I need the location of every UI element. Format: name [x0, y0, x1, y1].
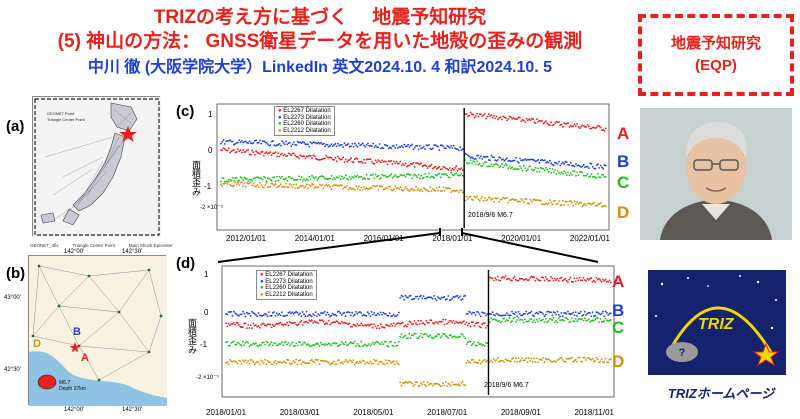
map-b-quake-kind: Depth 37km — [59, 386, 86, 392]
chart-d-annotation: 2018/9/6 M6.7 — [484, 382, 529, 389]
chart-c-legend-c: ● EL2260 Dilatation — [278, 121, 331, 127]
map-b-top-tick-2: 142°30' — [122, 249, 143, 255]
chart-c-ytick-m2: -2 ×10⁻⁵ — [200, 205, 223, 211]
map-b-label-a: A — [81, 352, 89, 364]
chart-c-xtick-1: 2012/01/01 — [226, 234, 267, 243]
chart-d-xticks: 2018/01/01 2018/03/01 2018/05/01 2018/07… — [206, 408, 614, 417]
chart-d-legend-b: ● EL2273 Dilatation — [260, 278, 313, 285]
chart-d-legend-a: ● EL2267 Dilatation — [260, 272, 313, 278]
chart-c-xtick-5: 2020/01/01 — [501, 234, 542, 243]
map-b-legend-center: Triangle Center Point — [72, 243, 115, 248]
map-b-legend-epicenter: Main Shock Epicenter — [128, 243, 173, 248]
chart-c-xticks: 2012/01/01 2014/01/01 2016/01/01 2018/01… — [226, 234, 610, 243]
triz-logo[interactable]: ? TRIZ — [648, 270, 786, 375]
map-b-legend-geonet: GEONET_4fix — [30, 243, 59, 248]
chart-d-ytick-m2: -2 ×10⁻⁵ — [196, 375, 219, 381]
map-b-quake-mag: M6.7 — [59, 380, 71, 386]
map-b-left-tick-2: 42°30' — [4, 367, 21, 373]
chart-c-letter-b: B — [617, 152, 630, 171]
chart-d-letter-b: B — [612, 301, 625, 320]
chart-c-letter-c: C — [617, 173, 630, 192]
chart-c-ytick-0: 0 — [208, 146, 213, 155]
author-line: 中川 徹 (大阪学院大学）LinkedIn 英文2024.10. 4 和訳202… — [87, 59, 553, 76]
chart-d-xtick-3: 2018/05/01 — [353, 408, 394, 417]
chart-d-xtick-2: 2018/03/01 — [279, 408, 320, 417]
chart-d-ytick-0: 0 — [204, 308, 209, 317]
chart-c-xtick-2: 2014/01/01 — [294, 234, 335, 243]
chart-c-legend-b: ● EL2273 Dilatation — [278, 114, 331, 121]
chart-d-legend-d: ● EL2212 Dilatation — [260, 291, 313, 298]
panel-label-d: (d) — [176, 255, 196, 272]
chart-c-legend: ● EL2267 Dilatation ● EL2273 Dilatation … — [274, 106, 335, 136]
map-b-label-d: D — [33, 338, 41, 350]
chart-c-ylabel: 面積歪み — [191, 160, 201, 196]
japan-map-graphic — [33, 97, 161, 237]
hokkaido-map-graphic — [29, 256, 167, 406]
chart-d-xtick-4: 2018/07/01 — [427, 408, 468, 417]
chart-c-ytick-1: 1 — [208, 110, 213, 119]
map-a-legend: GEONET Point Triangle Center Point — [47, 111, 85, 123]
chart-d-ytick-m1: -1 — [200, 340, 208, 349]
chart-c-letter-d: D — [617, 203, 630, 222]
eqp-badge[interactable]: 地震予知研究 (EQP) — [638, 14, 794, 96]
chart-c-xtick-6: 2022/01/01 — [569, 234, 610, 243]
panel-label-a: (a) — [6, 118, 25, 135]
map-b-legend: GEONET_4fix Triangle Center Point Main S… — [30, 243, 173, 248]
map-a-legend-geonet: GEONET Point — [47, 111, 75, 116]
chart-c-legend-d: ● EL2212 Dilatation — [278, 127, 331, 134]
chart-c-xtick-4: 2018/01/01 — [432, 234, 473, 243]
map-hokkaido-triangles: B A D M6.7 Depth 37km — [28, 255, 167, 406]
chart-d-ytick-1: 1 — [204, 270, 209, 279]
chart-d-letter-d: D — [612, 352, 625, 371]
chart-c-letter-a: A — [617, 124, 630, 143]
title-line-1: TRIZの考え方に基づく 地震予知研究 — [153, 7, 487, 28]
map-b-left-tick-1: 43°00' — [4, 295, 21, 301]
triz-logo-text: TRIZ — [698, 316, 734, 333]
svg-text:?: ? — [679, 347, 686, 359]
eqp-badge-line-2: (EQP) — [695, 57, 737, 74]
chart-d-letter-c: C — [612, 318, 625, 337]
author-photo — [640, 108, 792, 240]
chart-d-xtick-6: 2018/11/01 — [574, 408, 614, 417]
chart-d-legend-c: ● EL2260 Dilatation — [260, 285, 313, 291]
chart-d-xtick-1: 2018/01/01 — [206, 408, 247, 417]
chart-c-annotation: 2018/9/6 M6.7 — [468, 212, 513, 219]
triz-homepage-link[interactable]: TRIZホームページ — [667, 386, 775, 401]
map-b-top-tick-1: 142°00' — [64, 249, 85, 255]
strain-point-cloud — [225, 275, 612, 388]
map-b-bottom-tick-2: 142°30' — [122, 407, 143, 413]
chart-d-legend: ● EL2267 Dilatation ● EL2273 Dilatation … — [256, 270, 317, 300]
eqp-badge-line-1: 地震予知研究 — [670, 35, 761, 52]
chart-d-ylabel: 面積歪み — [187, 318, 197, 354]
chart-c-xtick-3: 2016/01/01 — [363, 234, 404, 243]
portrait-graphic — [640, 108, 792, 240]
triz-logo-graphic: ? — [648, 270, 786, 375]
map-b-quake-label: M6.7 Depth 37km — [59, 380, 86, 392]
map-a-legend-center: Triangle Center Point — [47, 117, 85, 122]
chart-c-legend-a: ● EL2267 Dilatation — [278, 108, 331, 114]
chart-c-ytick-m1: -1 — [204, 182, 212, 191]
map-japan-network: GEONET Point Triangle Center Point — [32, 96, 161, 237]
strain-point-cloud — [220, 111, 607, 208]
chart-d-letter-a: A — [612, 272, 625, 291]
map-b-label-b: B — [73, 326, 81, 338]
panel-label-b: (b) — [6, 265, 26, 282]
chart-d-xtick-5: 2018/09/01 — [500, 408, 541, 417]
map-b-bottom-tick-1: 142°00' — [64, 407, 85, 413]
title-line-2: (5) 神山の方法： GNSS衛星データを用いた地殻の歪みの観測 — [57, 31, 583, 52]
panel-label-c: (c) — [176, 103, 195, 120]
